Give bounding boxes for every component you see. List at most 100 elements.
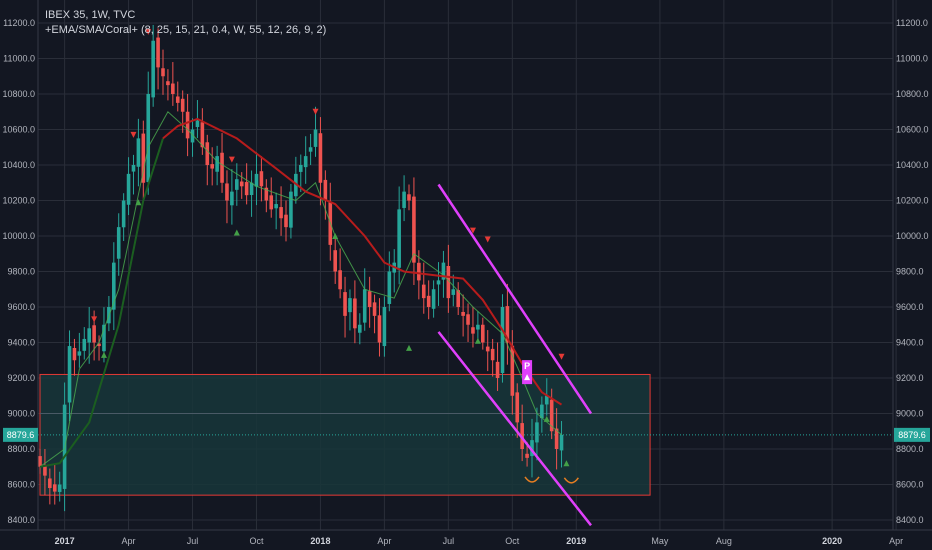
candle-body [166, 81, 170, 86]
time-axis[interactable]: 2017 Apr Jul Oct 2018 Apr Jul Oct 2019 May Aug 2020… [55, 536, 904, 546]
buy-marker [406, 344, 412, 351]
candle-body [102, 324, 106, 352]
candle-body [353, 298, 357, 329]
x-tick-label: 2020 [822, 536, 842, 546]
candle-body [333, 250, 337, 272]
candle-body [244, 182, 249, 196]
candle-body [490, 348, 495, 361]
y-tick-label: 9200.0 [896, 373, 924, 383]
candle-body [82, 338, 87, 351]
candle-body [72, 348, 77, 361]
y-tick-label-left: 11200.0 [3, 18, 35, 28]
chart-legend: IBEX 35, 1W, TVC +EMA/SMA/Coral+ (8, 25,… [45, 8, 326, 38]
p-marker-arrow [524, 374, 531, 381]
y-tick-label: 9400.0 [896, 338, 924, 348]
candle-body [112, 262, 116, 310]
candle-body [431, 289, 436, 309]
candle-body [254, 173, 259, 187]
y-tick-label-left: 9400.0 [7, 338, 35, 348]
y-tick-label: 8800.0 [896, 444, 924, 454]
candle-body [156, 37, 160, 68]
sell-marker [469, 227, 476, 234]
candle-body [121, 200, 126, 228]
candle-body [116, 227, 121, 259]
y-tick-label: 9600.0 [896, 302, 924, 312]
candle-body [382, 307, 387, 347]
candle-body [485, 346, 490, 352]
support-zone [38, 373, 893, 496]
candle-body [200, 122, 205, 148]
candle-body [466, 314, 470, 325]
candle-body [338, 270, 342, 290]
candle-body [289, 191, 293, 228]
x-tick-label: Oct [249, 536, 264, 546]
candle-body [136, 138, 141, 167]
candle-body [544, 395, 549, 405]
candle-body [77, 351, 82, 356]
candle-body [476, 324, 480, 330]
buy-marker [543, 415, 550, 422]
candle-body [461, 311, 465, 316]
coral-line-red [162, 117, 563, 406]
candle-body [559, 434, 564, 451]
y-tick-label: 10600.0 [896, 125, 929, 135]
buy-marker [100, 351, 107, 358]
candle-body [500, 307, 505, 374]
arc-mark [563, 477, 579, 484]
sell-marker [228, 156, 235, 163]
candle-body [417, 262, 421, 281]
ema-fast-line [39, 111, 562, 468]
y-tick-label-left: 10400.0 [2, 160, 35, 170]
y-tick-label: 8600.0 [896, 480, 924, 490]
y-tick-label-left: 10200.0 [2, 196, 35, 206]
y-tick-label: 11200.0 [896, 18, 928, 28]
candle-body [38, 456, 42, 467]
candle-body [412, 196, 416, 263]
price-axis[interactable]: 8400.0 8400.0 8600.0 8600.0 8800.0 8800.0 9000… [2, 18, 928, 525]
candle-body [554, 428, 559, 449]
candle-body [161, 68, 165, 77]
candle-body [298, 165, 303, 172]
indicator-title[interactable]: +EMA/SMA/Coral+ (8, 25, 15, 21, 0.4, W, … [45, 24, 327, 36]
moving-averages [39, 111, 563, 468]
p-marker-label: P [524, 361, 530, 371]
coral-line-green [39, 138, 164, 468]
x-tick-label: Aug [716, 536, 732, 546]
candle-body [456, 290, 460, 307]
y-tick-label-left: 11000.0 [3, 54, 35, 64]
candle-body [515, 392, 520, 423]
x-tick-label: Apr [122, 536, 136, 546]
candle-body [303, 156, 308, 168]
candle-body [313, 129, 318, 147]
candle-body [549, 399, 554, 432]
y-tick-label-left: 8400.0 [7, 515, 35, 525]
sell-marker [145, 28, 152, 35]
candle-body [249, 182, 254, 195]
candle-body [48, 478, 52, 489]
symbol-title[interactable]: IBEX 35, 1W, TVC [45, 9, 136, 21]
candle-body [510, 345, 515, 396]
y-tick-label: 9800.0 [896, 267, 924, 277]
buy-marker [563, 460, 570, 467]
buy-marker [332, 233, 339, 239]
candle-body [397, 209, 401, 268]
candle-body [535, 422, 539, 443]
candle-body [367, 291, 372, 307]
candle-body [92, 325, 96, 343]
candle-body [505, 306, 510, 343]
x-tick-label: Jul [443, 536, 455, 546]
y-tick-label: 10200.0 [896, 196, 929, 206]
y-tick-label-left: 10000.0 [2, 231, 35, 241]
candle-body [402, 191, 406, 208]
y-tick-label-left: 10600.0 [2, 125, 35, 135]
candle-body [230, 191, 234, 206]
price-tag-right [894, 427, 930, 442]
x-tick-label: Jul [187, 536, 199, 546]
x-tick-label: May [651, 536, 669, 546]
y-tick-label-left: 8800.0 [7, 444, 35, 454]
candle-body [126, 173, 131, 205]
candle-body [205, 142, 210, 165]
candle-body [530, 440, 534, 457]
channel-upper-line [437, 183, 593, 415]
